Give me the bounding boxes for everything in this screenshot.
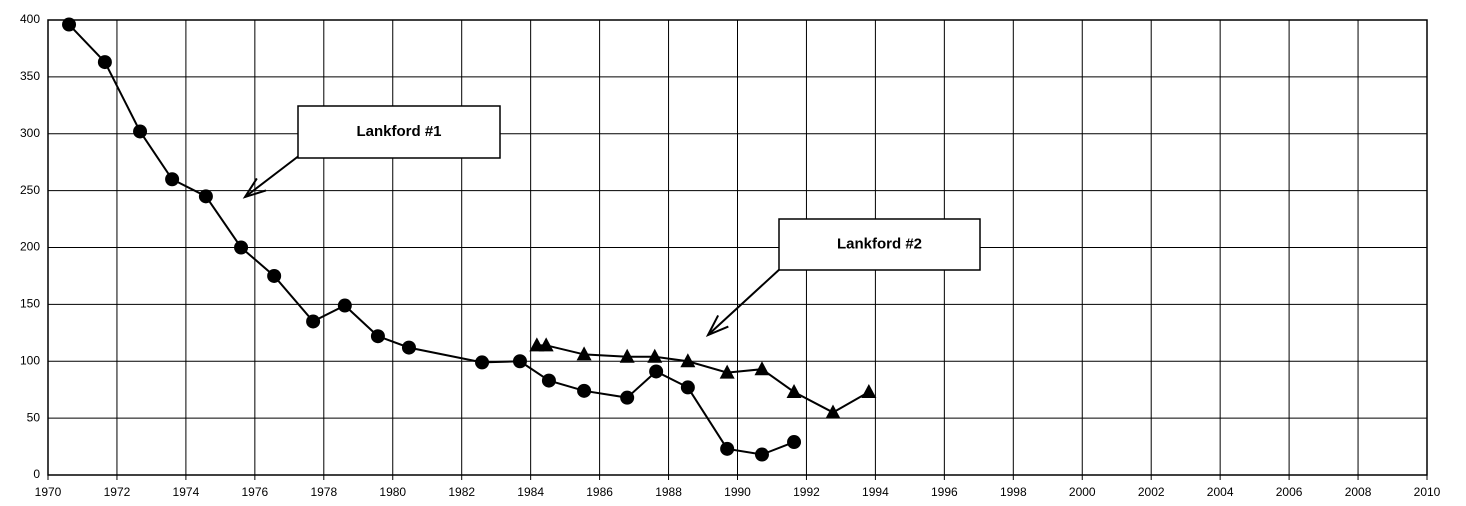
point [649,364,664,379]
point [754,361,770,376]
point [165,172,180,187]
point [538,337,554,352]
point [647,348,663,363]
x-tick-label: 2004 [1207,485,1234,499]
x-tick-label: 1984 [517,485,544,499]
y-tick-label: 100 [20,353,40,367]
y-tick-label: 0 [33,467,40,481]
point [475,355,490,370]
x-tick-label: 2002 [1138,485,1165,499]
annotation-arrow [244,154,301,198]
point [576,346,592,361]
x-tick-label: 1986 [586,485,613,499]
x-tick-label: 1988 [655,485,682,499]
y-tick-label: 400 [20,12,40,26]
x-tick-label: 1978 [310,485,337,499]
point [62,17,77,32]
point [620,390,635,405]
point [861,383,877,398]
x-tick-label: 1970 [35,485,62,499]
x-tick-label: 1998 [1000,485,1027,499]
x-tick-label: 2006 [1276,485,1303,499]
point [337,298,352,313]
point [577,383,592,398]
y-tick-label: 350 [20,69,40,83]
point [680,353,696,368]
x-tick-label: 1976 [241,485,268,499]
y-tick-label: 50 [27,410,41,424]
point [680,380,695,395]
annotation-text: Lankford #2 [837,235,922,252]
point [512,354,527,369]
point [267,268,282,283]
annotation-box [778,218,981,271]
point [133,124,148,139]
point [619,348,635,363]
y-tick-label: 300 [20,126,40,140]
y-tick-label: 150 [20,297,40,311]
point [720,441,735,456]
x-tick-label: 1980 [379,485,406,499]
annotation-text: Lankford #1 [356,123,441,140]
annotation-arrowhead [705,315,729,337]
point [370,329,385,344]
annotation-arrowhead [242,177,267,199]
annotation-box [297,105,501,159]
x-tick-label: 2010 [1414,485,1441,499]
point [234,240,249,255]
point [787,435,802,450]
plot-frame [47,19,1428,476]
x-tick-label: 2008 [1345,485,1372,499]
y-tick-label: 250 [20,183,40,197]
x-tick-label: 1982 [448,485,475,499]
point [754,447,769,462]
annotation-arrow [707,267,782,336]
y-tick-label: 200 [20,240,40,254]
x-tick-label: 2000 [1069,485,1096,499]
x-tick-label: 1994 [862,485,889,499]
point [97,55,112,70]
point [541,373,556,388]
x-tick-label: 1992 [793,485,820,499]
point [401,340,416,355]
point [198,189,213,204]
x-tick-label: 1990 [724,485,751,499]
x-tick-label: 1996 [931,485,958,499]
point [719,364,735,379]
x-tick-label: 1974 [173,485,200,499]
point [825,404,841,419]
point [306,314,321,329]
x-tick-label: 1972 [104,485,131,499]
point [786,383,802,398]
